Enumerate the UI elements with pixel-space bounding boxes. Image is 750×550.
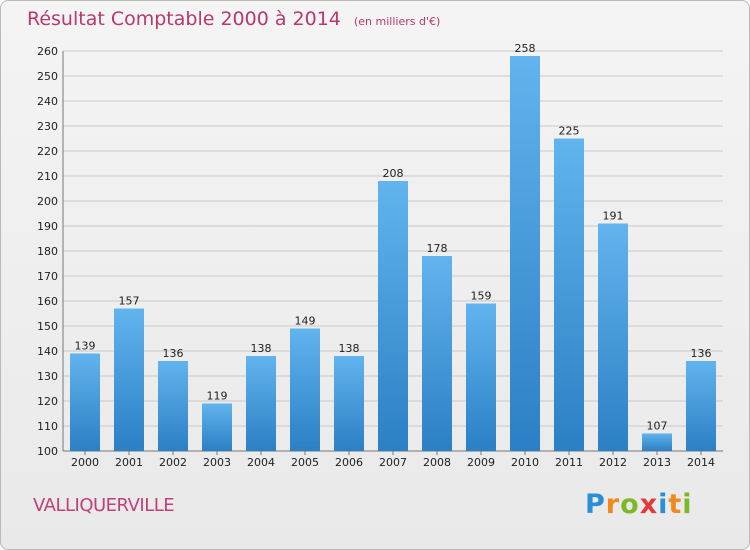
y-tick-label: 100	[37, 445, 58, 458]
chart-title-main: Résultat Comptable 2000 à 2014	[27, 8, 341, 30]
data-label: 138	[339, 342, 360, 355]
bar	[554, 138, 584, 451]
bar	[686, 361, 716, 451]
x-tick-label: 2010	[511, 456, 539, 469]
bar	[466, 303, 496, 451]
y-tick-label: 240	[37, 95, 58, 108]
logo-letter: i	[658, 489, 669, 520]
logo-letter: r	[605, 489, 621, 520]
town-name: VALLIQUERVILLE	[33, 495, 175, 516]
x-tick-label: 2014	[687, 456, 715, 469]
y-tick-label: 220	[37, 145, 58, 158]
data-label: 157	[119, 295, 140, 308]
data-label: 139	[75, 340, 96, 353]
data-label: 119	[207, 390, 228, 403]
x-tick-label: 2012	[599, 456, 627, 469]
y-tick-label: 260	[37, 45, 58, 58]
data-label: 225	[559, 125, 580, 138]
y-tick-label: 250	[37, 70, 58, 83]
y-tick-label: 160	[37, 295, 58, 308]
bar	[158, 361, 188, 451]
y-tick-label: 200	[37, 195, 58, 208]
bar	[334, 356, 364, 451]
data-label: 258	[515, 42, 536, 55]
data-label: 178	[427, 242, 448, 255]
y-tick-label: 120	[37, 395, 58, 408]
bar	[598, 223, 628, 451]
x-tick-label: 2011	[555, 456, 583, 469]
logo-letter: x	[639, 489, 659, 520]
x-tick-label: 2007	[379, 456, 407, 469]
y-tick-label: 190	[37, 220, 58, 233]
x-tick-label: 2003	[203, 456, 231, 469]
data-label: 159	[471, 290, 492, 303]
bar	[202, 403, 232, 451]
bar	[246, 356, 276, 451]
data-label: 136	[691, 347, 712, 360]
y-tick-label: 150	[37, 320, 58, 333]
x-tick-label: 2013	[643, 456, 671, 469]
chart-title: Résultat Comptable 2000 à 2014 (en milli…	[27, 8, 440, 30]
x-tick-label: 2008	[423, 456, 451, 469]
bar	[378, 181, 408, 451]
bar	[422, 256, 452, 451]
chart-title-unit: (en milliers d'€)	[353, 15, 441, 28]
data-label: 107	[647, 420, 668, 433]
y-tick-label: 170	[37, 270, 58, 283]
x-tick-label: 2009	[467, 456, 495, 469]
x-tick-label: 2000	[71, 456, 99, 469]
logo-letter: t	[668, 489, 683, 520]
bar	[510, 56, 540, 451]
x-tick-label: 2002	[159, 456, 187, 469]
logo-letter: o	[620, 489, 640, 520]
y-tick-label: 180	[37, 245, 58, 258]
x-tick-label: 2001	[115, 456, 143, 469]
x-tick-label: 2005	[291, 456, 319, 469]
bar	[642, 433, 672, 451]
x-tick-label: 2004	[247, 456, 275, 469]
y-tick-label: 130	[37, 370, 58, 383]
bar	[114, 308, 144, 451]
proxiti-logo: Proxiti	[585, 489, 693, 520]
data-label: 191	[603, 210, 624, 223]
bar	[290, 328, 320, 451]
data-label: 138	[251, 342, 272, 355]
data-label: 136	[163, 347, 184, 360]
data-label: 149	[295, 315, 316, 328]
x-tick-label: 2006	[335, 456, 363, 469]
logo-letter: i	[682, 489, 693, 520]
y-tick-label: 210	[37, 170, 58, 183]
y-tick-label: 110	[37, 420, 58, 433]
bar	[70, 353, 100, 451]
y-tick-label: 230	[37, 120, 58, 133]
data-label: 208	[383, 167, 404, 180]
logo-letter: P	[585, 489, 606, 520]
y-tick-label: 140	[37, 345, 58, 358]
